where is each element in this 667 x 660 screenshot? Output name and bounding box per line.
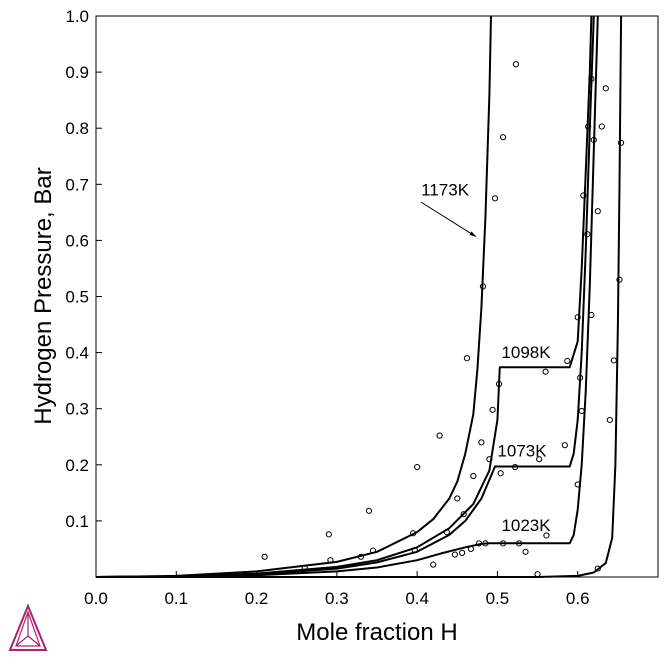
data-point xyxy=(482,540,489,547)
data-point xyxy=(536,456,543,463)
data-point xyxy=(486,456,493,463)
data-point xyxy=(454,495,461,502)
y-tick-label: 0.3 xyxy=(65,400,89,419)
y-tick-label: 0.9 xyxy=(65,63,89,82)
app-logo xyxy=(8,603,48,651)
data-point xyxy=(516,540,523,547)
plot-frame xyxy=(95,15,659,578)
data-point xyxy=(578,407,585,415)
data-point xyxy=(491,195,499,202)
x-tick-label: 0.0 xyxy=(84,589,108,608)
y-tick-label: 0.1 xyxy=(65,512,89,531)
data-point xyxy=(369,547,377,554)
data-point xyxy=(327,557,334,564)
x-tick-label: 0.5 xyxy=(486,589,510,608)
curve-label: 1173K xyxy=(421,181,470,200)
annotations: 1173K 1098K 1073K 1023K xyxy=(420,181,551,535)
y-axis-label: Hydrogen Pressure, Bar xyxy=(30,167,57,424)
data-point xyxy=(467,545,475,553)
data-point xyxy=(617,139,625,146)
data-point xyxy=(495,380,503,388)
curve-label: 1073K xyxy=(497,441,547,460)
data-point xyxy=(475,540,483,547)
data-point xyxy=(497,470,504,477)
data-point xyxy=(443,529,450,536)
label-arrow xyxy=(420,201,477,237)
data-point xyxy=(301,564,308,572)
data-point xyxy=(610,357,617,364)
ticks: 0.0 0.1 0.2 0.3 0.4 0.5 0.6 0.1 0.2 0.3 0.4 0.5 0.6 0… xyxy=(65,7,589,608)
data-point xyxy=(577,374,584,381)
data-point xyxy=(594,565,601,572)
y-tick-label: 0.4 xyxy=(65,344,89,363)
data-point xyxy=(411,546,418,554)
data-point xyxy=(261,553,268,560)
y-tick-label: 1.0 xyxy=(65,7,89,26)
data-point xyxy=(522,548,529,555)
data-point xyxy=(430,561,437,568)
data-point xyxy=(512,61,519,68)
data-point xyxy=(561,442,568,449)
data-point xyxy=(543,532,550,539)
data-point xyxy=(574,314,581,321)
data-point xyxy=(588,75,595,82)
data-point xyxy=(580,192,587,199)
data-point xyxy=(451,551,458,558)
data-point xyxy=(365,507,373,514)
data-point xyxy=(489,406,496,413)
series-line xyxy=(96,15,623,578)
data-point xyxy=(436,432,443,439)
data-point xyxy=(470,472,477,480)
data-point xyxy=(588,311,595,319)
data-point xyxy=(499,540,507,547)
curve-label: 1098K xyxy=(501,343,551,362)
data-point xyxy=(357,553,365,560)
data-point xyxy=(606,416,613,424)
x-tick-label: 0.1 xyxy=(164,589,188,608)
y-tick-label: 0.8 xyxy=(65,119,89,138)
data-point xyxy=(325,531,332,538)
data-point xyxy=(410,530,417,537)
data-point xyxy=(414,463,421,471)
data-point xyxy=(479,283,487,290)
x-tick-label: 0.3 xyxy=(325,589,349,608)
series-line xyxy=(95,15,599,578)
x-axis-label: Mole fraction H xyxy=(296,619,457,646)
series-line xyxy=(95,15,595,578)
data-point xyxy=(590,136,597,144)
data-point xyxy=(460,511,467,518)
y-tick-label: 0.2 xyxy=(65,456,89,475)
curve-label: 1023K xyxy=(501,516,551,535)
data-point xyxy=(598,123,605,130)
data-point xyxy=(459,549,466,556)
x-tick-label: 0.2 xyxy=(245,589,269,608)
data-point xyxy=(542,368,549,375)
y-tick-label: 0.5 xyxy=(65,288,89,307)
data-point xyxy=(602,85,609,92)
data-point xyxy=(478,439,485,446)
data-point xyxy=(564,357,571,365)
curves xyxy=(95,15,623,578)
data-point xyxy=(584,231,591,238)
y-tick-label: 0.7 xyxy=(65,175,89,194)
data-points xyxy=(261,61,625,578)
data-point xyxy=(499,134,507,141)
data-point xyxy=(594,208,601,215)
data-point xyxy=(534,571,541,578)
data-point xyxy=(511,463,519,471)
data-point xyxy=(585,123,592,130)
x-tick-label: 0.6 xyxy=(566,589,590,608)
x-tick-label: 0.4 xyxy=(405,589,429,608)
y-tick-label: 0.6 xyxy=(65,231,89,250)
series-line xyxy=(95,15,492,578)
data-point xyxy=(463,355,471,362)
data-point xyxy=(616,276,623,283)
series-line xyxy=(95,15,593,578)
data-point xyxy=(574,481,581,488)
